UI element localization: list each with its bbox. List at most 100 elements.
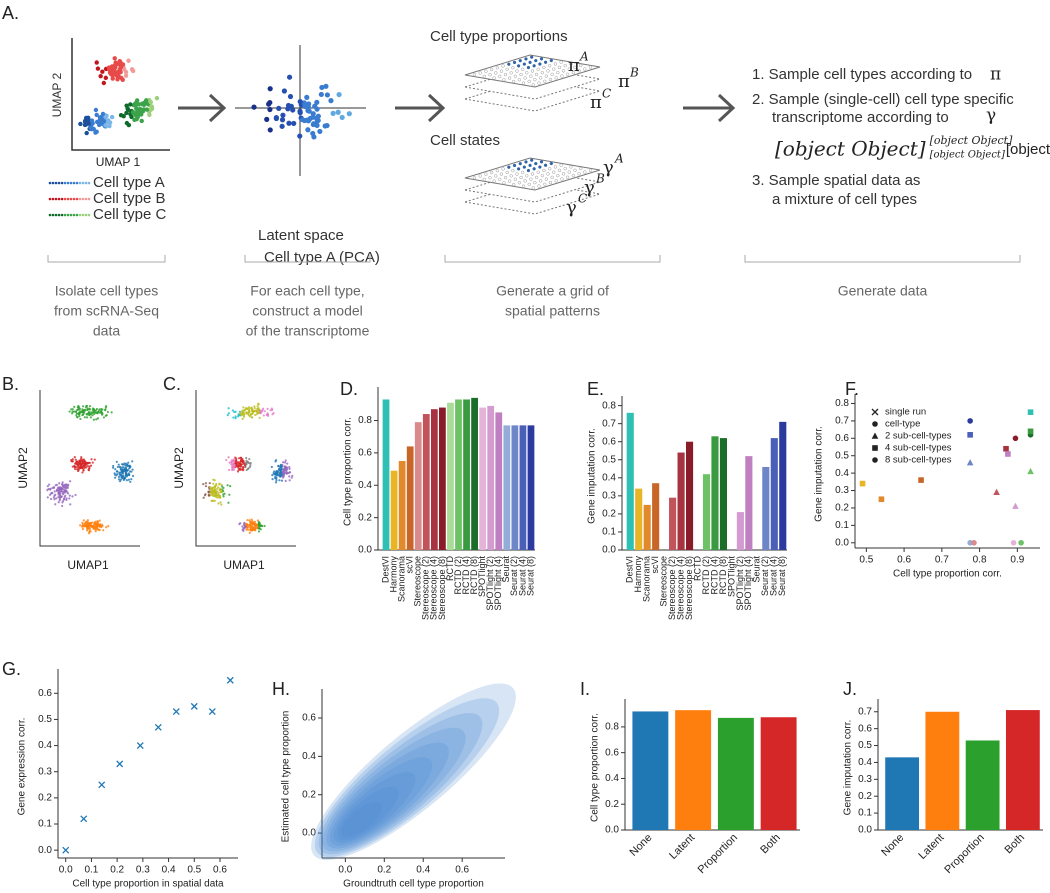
- umap-dot: [88, 412, 91, 415]
- grid-spot: [552, 67, 556, 71]
- grid-spot: [530, 158, 534, 162]
- latent-dot: [267, 99, 273, 106]
- bar: [702, 474, 711, 550]
- symbol-sup: B: [629, 66, 639, 80]
- umap-dot: [285, 467, 289, 470]
- umap-dot: [220, 503, 223, 506]
- legend-dot: [60, 181, 64, 185]
- umap-dot: [278, 467, 281, 471]
- marker: [208, 708, 216, 716]
- step-text: 2. Sample (single-cell) cell type specif…: [752, 91, 1014, 108]
- umap-dot: [127, 461, 130, 464]
- umap-dot: [118, 465, 121, 469]
- umap-dot: [232, 463, 236, 466]
- cell-dot: [84, 130, 89, 136]
- grid-spot: [503, 72, 508, 77]
- grid-spot: [553, 165, 558, 169]
- umap-dot: [222, 495, 225, 498]
- x-tick-label: 0.6: [455, 865, 469, 876]
- grid-spot: [546, 69, 550, 73]
- bar: [398, 460, 406, 550]
- umap-dot: [54, 484, 57, 487]
- umap-dot: [83, 416, 86, 419]
- legend-dot: [63, 181, 67, 185]
- grid-spot: [546, 172, 550, 176]
- grid-spot: [537, 184, 541, 188]
- bar: [390, 470, 398, 550]
- axis: [39, 390, 140, 547]
- umap-dot: [239, 522, 242, 525]
- umap-dot: [79, 410, 82, 413]
- umap-dot: [87, 532, 91, 535]
- cell-dot: [103, 75, 109, 81]
- grid-spot: [494, 174, 498, 178]
- umap-dot: [86, 519, 89, 522]
- umap-dot: [69, 480, 72, 483]
- marker: [62, 846, 70, 854]
- umap-dot: [80, 466, 83, 469]
- marker: [1012, 435, 1019, 442]
- caption: Isolate cell types: [55, 283, 159, 299]
- y-tick-label: 0.5: [835, 450, 849, 461]
- umap-dot: [245, 528, 248, 531]
- umap-dot: [105, 526, 108, 529]
- x-tick-label: RCTD: [445, 556, 455, 581]
- umap-dot: [274, 481, 278, 484]
- density-level: [326, 742, 449, 849]
- grid-spot: [512, 182, 516, 187]
- grid-spot: [573, 168, 577, 172]
- umap-dot: [81, 409, 84, 412]
- grid-spot: [498, 74, 502, 79]
- latent-dot: [297, 110, 303, 116]
- legend-dot: [63, 213, 67, 217]
- umap-dot: [81, 413, 85, 416]
- latent-dot: [323, 83, 329, 89]
- grid-spot: [512, 163, 517, 168]
- cell-dot: [149, 104, 155, 109]
- umap-dot: [53, 490, 56, 493]
- grid-spot: [532, 64, 536, 68]
- cell-dot: [132, 117, 137, 123]
- latent-dot: [286, 74, 293, 80]
- umap-dot: [259, 528, 262, 531]
- umap-dot: [125, 474, 129, 477]
- bar: [675, 710, 712, 830]
- umap-dot: [276, 471, 279, 474]
- umap-dot: [102, 416, 106, 419]
- umap-dot: [101, 412, 104, 415]
- grid-spot: [482, 177, 486, 182]
- legend-dot: [81, 181, 85, 185]
- y-tick-label: 0.6: [605, 747, 619, 758]
- grid-spot: [498, 177, 502, 182]
- umap-dot: [214, 488, 217, 491]
- latent-dot: [346, 111, 352, 117]
- umap-dot: [131, 460, 134, 463]
- latent-dot: [281, 88, 288, 94]
- y-tick-label: 0.3: [38, 766, 52, 777]
- cell-dot: [147, 112, 152, 118]
- cell-dot: [116, 70, 121, 75]
- legend-dot: [69, 197, 73, 201]
- panel-label: F.: [845, 379, 859, 399]
- umap-dot: [209, 486, 212, 489]
- x-tick-label: Stereoscope (4): [429, 556, 439, 620]
- umap-dot: [243, 412, 246, 415]
- marker: [918, 477, 924, 483]
- grid-spot: [522, 165, 526, 169]
- umap-dot: [227, 407, 230, 410]
- umap-dot: [81, 523, 84, 526]
- umap-dot: [243, 521, 246, 525]
- grid-spot: [539, 179, 543, 183]
- umap-dot: [241, 460, 244, 463]
- grid-spot: [533, 77, 537, 82]
- umap-dot: [248, 458, 251, 461]
- umap-dot: [218, 488, 221, 492]
- umap-dot: [127, 478, 130, 481]
- umap-dot: [239, 412, 242, 415]
- grid-spot: [531, 186, 535, 190]
- bar: [430, 409, 438, 550]
- y-tick-label: 0.1: [38, 819, 52, 830]
- grid-spot: [525, 71, 529, 75]
- umap-dot: [46, 485, 49, 488]
- grid-spot: [512, 60, 517, 65]
